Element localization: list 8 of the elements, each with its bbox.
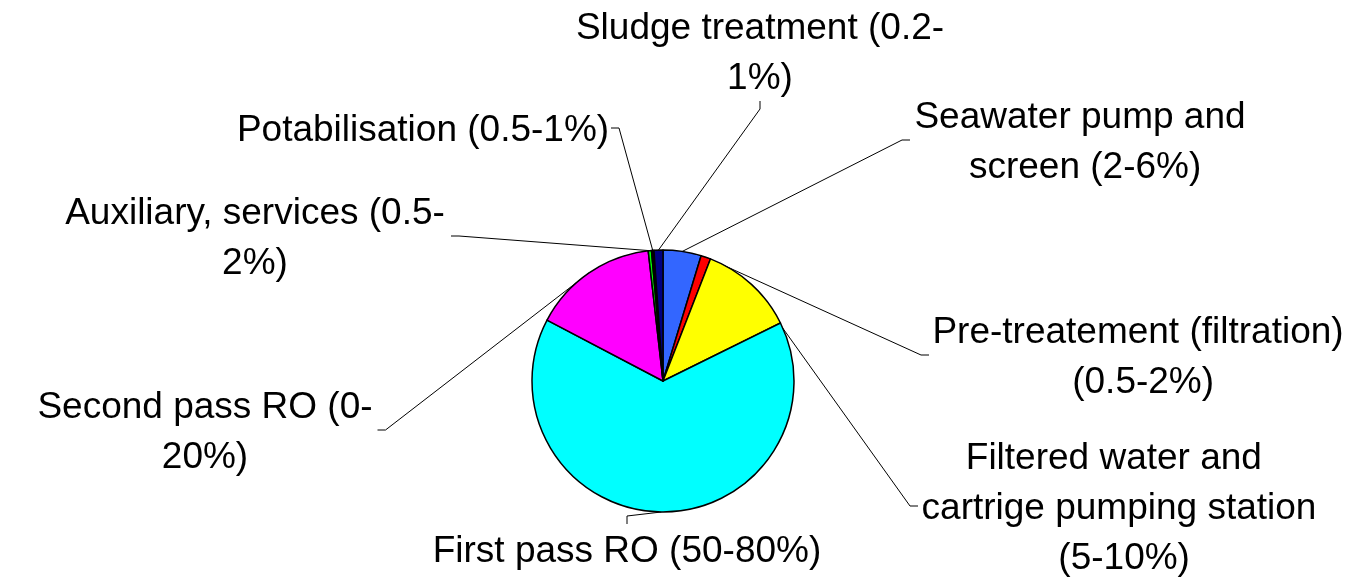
slice-label: Pre-treatement (filtration) (0.5-2%) (932, 309, 1344, 401)
slice-label: Seawater pump and screen (2-6%) (914, 94, 1246, 186)
slice-label: Potabilisation (0.5-1%) (236, 107, 610, 149)
slice-label: First pass RO (50-80%) (432, 528, 822, 570)
slice-label: Filtered water and cartrige pumping station (5-10%) (921, 435, 1317, 577)
slice-label: Second pass RO (0-20%) (37, 384, 373, 476)
slice-label: Sludge treatment (0.2-1%) (575, 5, 945, 97)
slice-label: Auxiliary, services (0.5-2%) (65, 190, 445, 282)
